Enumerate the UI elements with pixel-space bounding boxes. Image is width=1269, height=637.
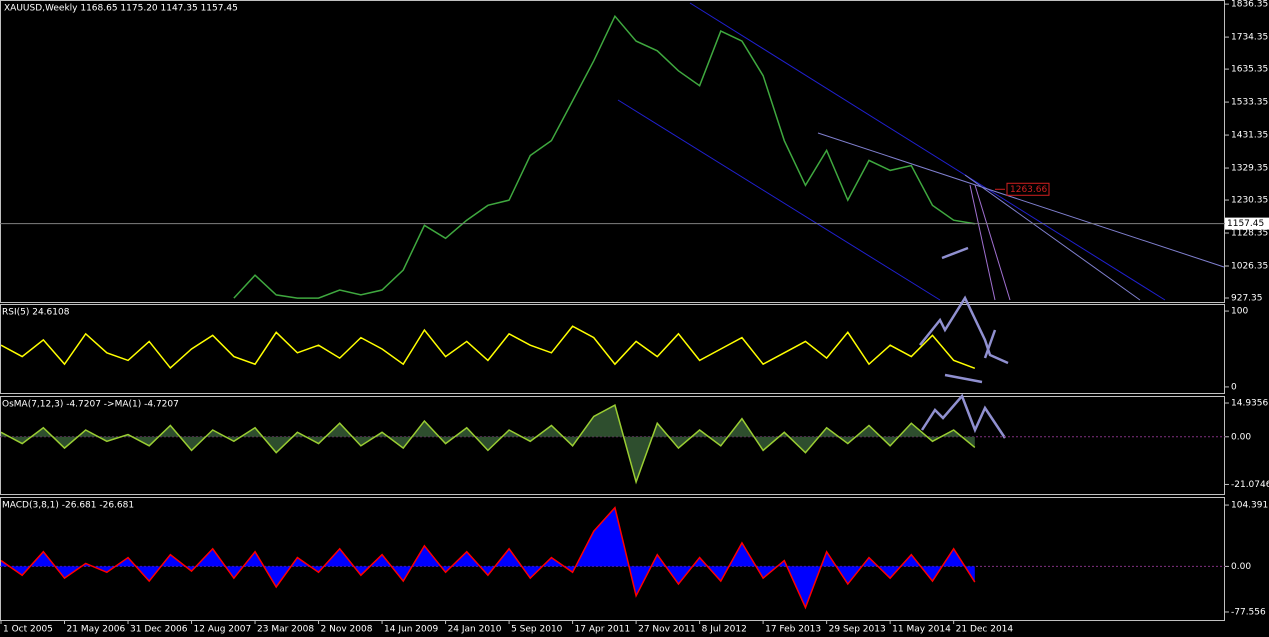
rsi-frame (0, 304, 1225, 394)
price-line (233, 14, 975, 299)
y-tick-label: 0.00 (1231, 562, 1251, 572)
arrow (944, 373, 983, 384)
x-tick-label: 17 Feb 2013 (765, 625, 821, 635)
x-tick-label: 12 Aug 2007 (194, 625, 252, 635)
projection-line (974, 184, 1011, 301)
y-tick-label: 1128.35 (1231, 229, 1268, 239)
trend-line (817, 132, 1225, 268)
arrow (941, 246, 969, 260)
arrow (983, 329, 997, 359)
y-tick-label: -21.0746 (1231, 480, 1269, 490)
y-tick-label: 927.35 (1231, 294, 1263, 304)
x-tick-label: 24 Jan 2010 (448, 625, 502, 635)
x-tick-label: 8 Jul 2012 (702, 625, 747, 635)
y-tick-label: 1533.35 (1231, 98, 1268, 108)
macd-frame (0, 497, 1225, 621)
y-tick-label: 104.391 (1231, 501, 1268, 511)
price-line (1, 325, 976, 370)
price-frame (0, 0, 1225, 303)
signal-line (1, 404, 976, 485)
y-tick-label: -77.556 (1231, 607, 1266, 617)
channel-lines (617, 2, 1225, 301)
price-title: XAUUSD,Weekly 1168.65 1175.20 1147.35 11… (4, 4, 238, 14)
histogram-area (1, 405, 975, 483)
osma-frame (0, 396, 1225, 495)
macd-title: MACD(3,8,1) -26.681 -26.681 (2, 501, 134, 511)
osma-title: OsMA(7,12,3) -4.7207 ->MA(1) -4.7207 (2, 400, 179, 410)
histogram-area (1, 507, 975, 608)
y-tick-label: 1431.35 (1231, 131, 1268, 141)
y-tick-label: 0 (1231, 382, 1237, 392)
y-tick-label: 1635.35 (1231, 65, 1268, 75)
x-tick-label: 2 Nov 2008 (321, 625, 373, 635)
x-tick-label: 21 May 2006 (67, 625, 126, 635)
level-label: 1263.66 (1010, 185, 1047, 195)
projection-line (969, 184, 996, 301)
last-price-label: 1157.45 (1227, 219, 1264, 229)
y-tick-label: 1836.35 (1231, 0, 1268, 10)
channel-line (617, 99, 941, 301)
x-tick-label: 31 Dec 2006 (130, 625, 188, 635)
y-tick-label: 14.9356 (1231, 399, 1268, 409)
y-tick-label: 1230.35 (1231, 196, 1268, 206)
x-tick-label: 5 Sep 2010 (511, 625, 563, 635)
y-tick-label: 1734.35 (1231, 33, 1268, 43)
y-tick-label: 1329.35 (1231, 164, 1268, 174)
panel-frames (0, 0, 1225, 621)
last-price-box (1225, 217, 1269, 230)
x-tick-label: 29 Sep 2013 (829, 625, 886, 635)
y-tick-label: 0.00 (1231, 432, 1251, 442)
trend-line (964, 174, 1141, 301)
arrow (919, 295, 1009, 365)
channel-line (689, 2, 1166, 301)
x-tick-label: 11 May 2014 (892, 625, 951, 635)
arrows (919, 246, 1009, 439)
level-box (1006, 182, 1050, 196)
x-tick-label: 1 Oct 2005 (3, 625, 53, 635)
y-tick-label: 100 (1231, 307, 1248, 317)
x-tick-label: 14 Jun 2009 (384, 625, 438, 635)
arrow (920, 393, 1007, 439)
rsi-title: RSI(5) 24.6108 (2, 308, 70, 318)
y-tick-label: 1026.35 (1231, 261, 1268, 271)
signal-line (1, 506, 976, 610)
x-tick-label: 17 Apr 2011 (575, 625, 631, 635)
x-tick-label: 23 Mar 2008 (257, 625, 314, 635)
x-tick-label: 27 Nov 2011 (638, 625, 696, 635)
x-tick-label: 21 Dec 2014 (956, 625, 1014, 635)
